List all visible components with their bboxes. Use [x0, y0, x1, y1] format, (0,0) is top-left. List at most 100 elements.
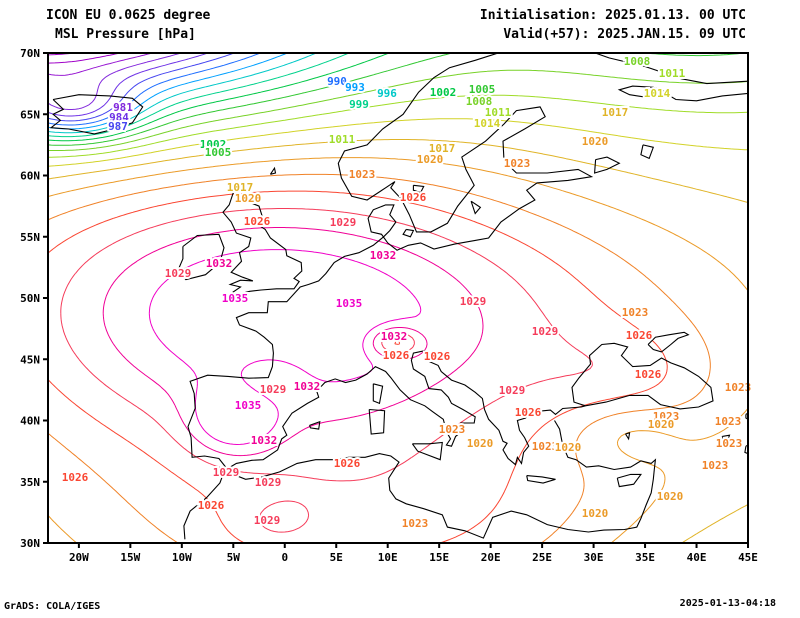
contour-label: 1035 — [336, 297, 363, 310]
isobar-984 — [48, 53, 209, 117]
contour-label: 1017 — [602, 106, 629, 119]
coastline-sardinia — [368, 408, 386, 435]
x-tick-label: 40E — [687, 551, 707, 564]
init-time-label: Initialisation: 2025.01.13. 00 UTC — [479, 8, 746, 23]
contour-label: 1014 — [474, 117, 501, 130]
coastline-britain — [222, 191, 303, 298]
contour-label: 1020 — [582, 507, 609, 520]
isobar-1002 — [48, 53, 390, 142]
contour-label: 1020 — [467, 437, 494, 450]
coastline-mainland — [187, 53, 594, 470]
isobar-1014 — [48, 118, 748, 167]
x-tick-label: 10W — [172, 551, 192, 564]
contour-label: 1035 — [235, 399, 262, 412]
contour-label: 984 — [109, 111, 129, 124]
coastline-faroes — [210, 146, 218, 154]
isobar-990 — [48, 53, 261, 126]
coastline-black_sea — [571, 342, 714, 410]
y-tick-label: 55N — [20, 231, 40, 244]
contour-label: 999 — [349, 98, 369, 111]
isobar-975 — [48, 53, 121, 64]
contour-label: 1029 — [213, 466, 240, 479]
x-tick-label: 0 — [281, 551, 288, 564]
contour-label: 1029 — [330, 216, 357, 229]
contour-label: 1020 — [417, 153, 444, 166]
contour-label: 1005 — [205, 146, 232, 159]
contour-label: 1023 — [725, 381, 752, 394]
coastline-sicily — [411, 441, 443, 461]
contour-label: 981 — [113, 101, 133, 114]
coastline-gotland — [470, 200, 482, 215]
contour-label: 1029 — [499, 384, 526, 397]
contour-label: 1011 — [659, 67, 686, 80]
x-tick-label: 30E — [584, 551, 604, 564]
contour-label: 1032 — [370, 249, 397, 262]
y-tick-label: 70N — [20, 47, 40, 60]
isobar-1008 — [48, 69, 748, 151]
coastline-iceland — [49, 94, 144, 135]
isobar-999 — [48, 53, 350, 138]
contour-label: 1023 — [504, 157, 531, 170]
contour-label: 987 — [108, 120, 128, 133]
x-tick-label: 35E — [635, 551, 655, 564]
contour-label: 1026 — [198, 499, 225, 512]
isobar-1032 — [102, 227, 484, 457]
contour-label: 1026 — [334, 457, 361, 470]
contour-label: 1032 — [294, 380, 321, 393]
contour-label: 1023 — [402, 517, 429, 530]
contour-label: 1032 — [251, 434, 278, 447]
contour-label: 1017 — [227, 181, 254, 194]
model-title: ICON EU 0.0625 degree — [46, 8, 211, 23]
isobar-981 — [48, 53, 182, 110]
x-tick-label: 25E — [532, 551, 552, 564]
coastline-anatolia_africa — [183, 420, 657, 540]
coastline-shetland — [269, 166, 277, 175]
coastline-vanern — [412, 184, 425, 194]
isobar-1029 — [60, 208, 593, 533]
y-tick-label: 50N — [20, 292, 40, 305]
field-title: MSL Pressure [hPa] — [55, 27, 196, 42]
contour-label: 1029 — [255, 476, 282, 489]
contour-label: 1026 — [400, 191, 427, 204]
x-tick-label: 10E — [378, 551, 398, 564]
coastline-lake_tuz — [625, 432, 631, 441]
contour-label: 1026 — [424, 350, 451, 363]
x-tick-label: 5W — [227, 551, 241, 564]
contour-label: 1029 — [260, 383, 287, 396]
contour-label: 1026 — [515, 406, 542, 419]
contour-label: 1023 — [653, 410, 680, 423]
contour-label: 1002 — [430, 86, 457, 99]
contour-label: 1005 — [469, 83, 496, 96]
coastline-white_sea — [617, 85, 748, 102]
x-tick-label: 20W — [69, 551, 89, 564]
coastline-azov — [647, 331, 690, 353]
isobar-978 — [48, 53, 153, 76]
contour-label: 1023 — [349, 168, 376, 181]
valid-time-label: Valid(+57): 2025.JAN.15. 09 UTC — [503, 27, 746, 42]
coastline-ireland — [177, 233, 225, 281]
x-tick-label: 45E — [738, 551, 758, 564]
contour-label: 1029 — [532, 325, 559, 338]
coastline-barents — [593, 53, 748, 85]
contour-label: 1026 — [244, 215, 271, 228]
contour-label: 1035 — [222, 292, 249, 305]
isobar-1023 — [48, 173, 711, 543]
contour-label: 1029 — [254, 514, 281, 527]
contour-label: 1002 — [200, 138, 227, 151]
contour-label: 1026 — [383, 349, 410, 362]
x-tick-label: 5E — [330, 551, 343, 564]
contour-label: 993 — [345, 81, 365, 94]
contour-label: 1008 — [466, 95, 493, 108]
x-tick-label: 20E — [481, 551, 501, 564]
contour-lines — [48, 53, 748, 543]
contour-label: 1020 — [582, 135, 609, 148]
contour-label: 1011 — [329, 133, 356, 146]
contour-label: 1029 — [460, 295, 487, 308]
contour-label: 1020 — [657, 490, 684, 503]
contour-label: 1020 — [648, 418, 675, 431]
isobar-1005 — [48, 53, 745, 146]
contour-label: 1023 — [439, 423, 466, 436]
